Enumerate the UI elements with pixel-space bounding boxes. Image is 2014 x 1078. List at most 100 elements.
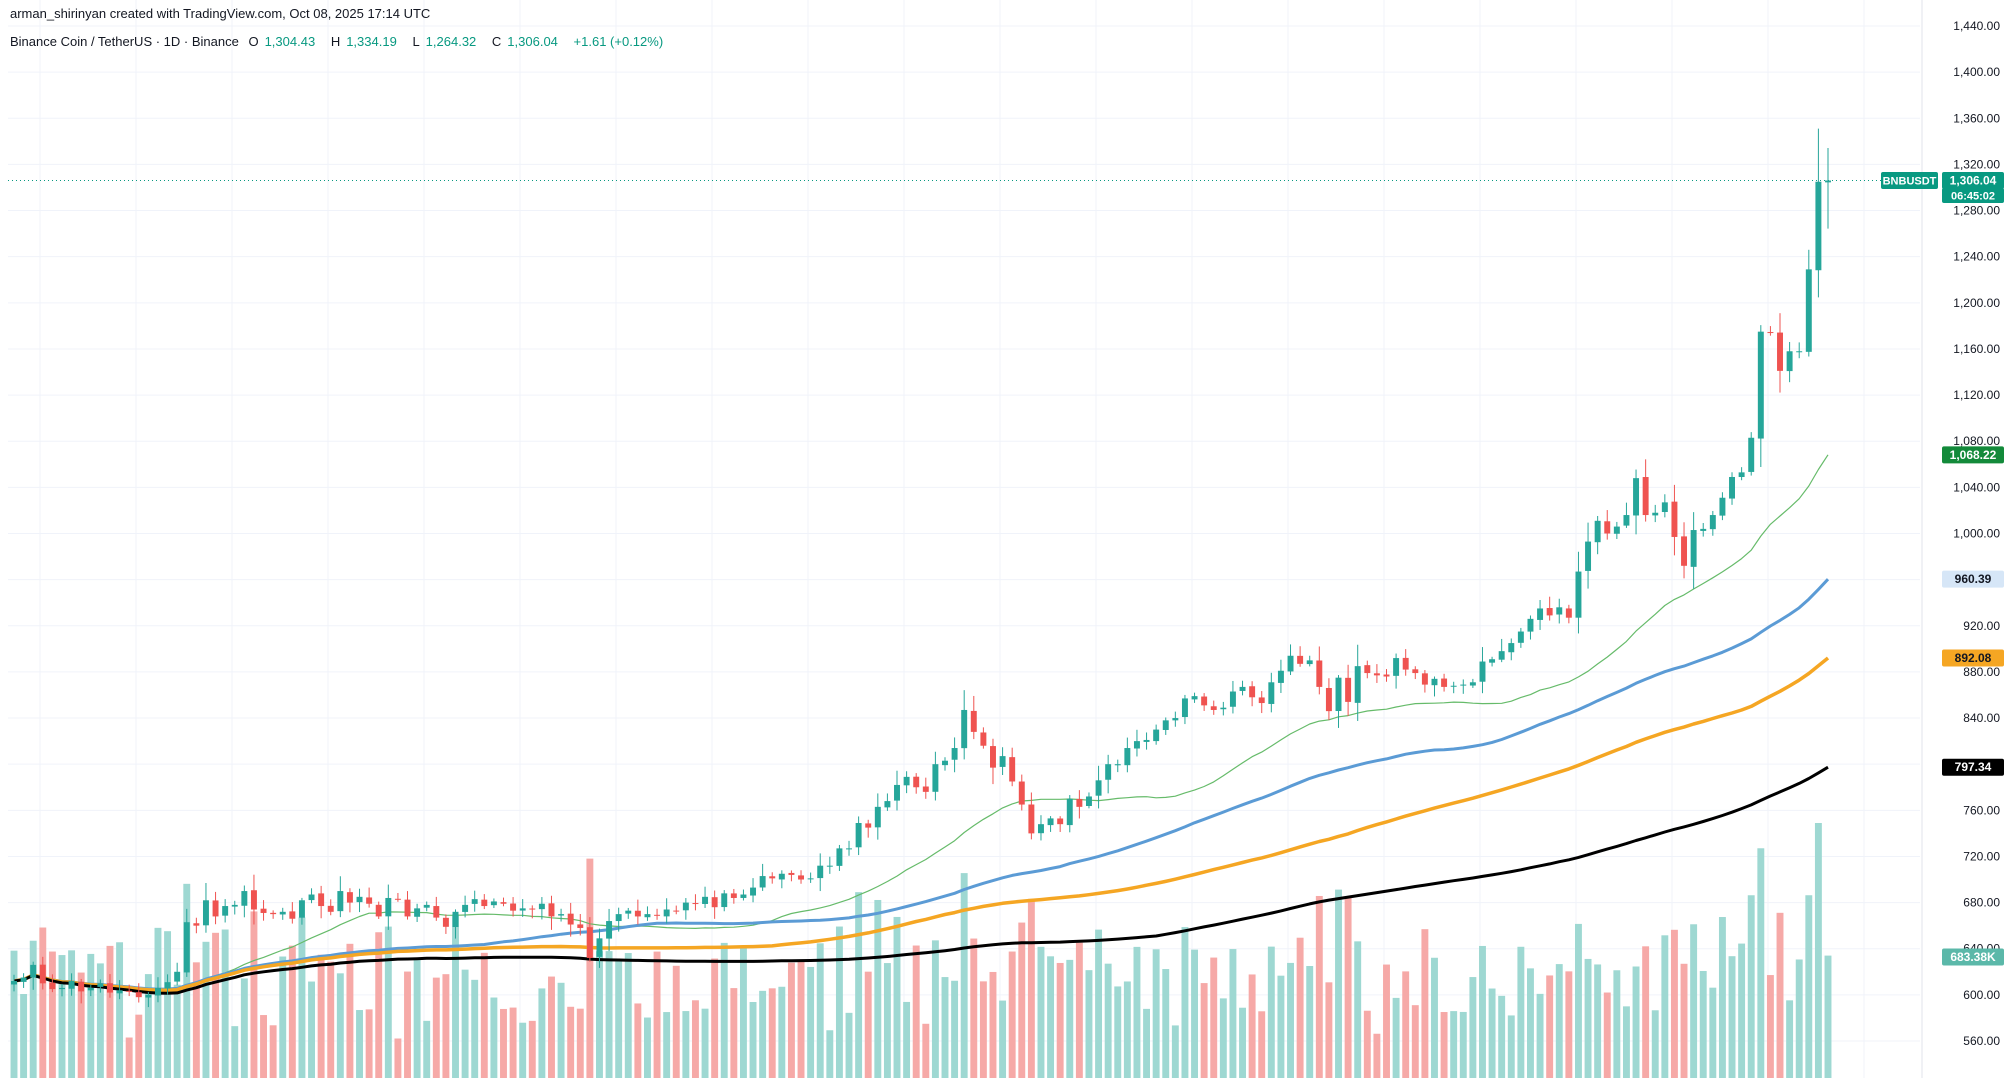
candle [1076, 790, 1083, 819]
candle-body [1729, 476, 1735, 499]
candle [107, 974, 113, 998]
volume-bar [480, 952, 488, 1078]
ma-blue-badge: 960.39 [1942, 570, 2004, 588]
candle [433, 896, 440, 921]
candle [654, 908, 661, 920]
symbol-legend: Binance Coin / TetherUS · 1D · Binance O… [10, 34, 669, 49]
price-tick-label: 1,160.00 [1953, 342, 2000, 356]
candle [1133, 729, 1140, 757]
volume-bar [471, 979, 479, 1078]
candle-body [337, 891, 344, 912]
candle-body [1805, 269, 1812, 352]
candle-body [990, 746, 996, 768]
volume-bar [1152, 949, 1160, 1078]
price-tick-label: 1,360.00 [1953, 111, 2000, 125]
candle-body [1364, 665, 1371, 674]
candle [1709, 510, 1716, 536]
price-tick-label: 1,000.00 [1953, 527, 2000, 541]
candle [500, 897, 507, 907]
candle-body [1402, 657, 1409, 670]
candle [154, 977, 161, 1003]
candle [548, 895, 555, 930]
ma-black-line [13, 765, 1829, 995]
candle-body [366, 897, 373, 904]
candle [1181, 694, 1188, 725]
volume-bar [624, 953, 632, 1078]
volume-bar [845, 1012, 853, 1078]
volume-bar [644, 1017, 651, 1078]
volume-bar [183, 883, 191, 1078]
candle [126, 984, 133, 997]
candle [1220, 701, 1227, 716]
candle [663, 898, 670, 924]
volume-bar [711, 958, 719, 1078]
candle-body [356, 896, 363, 903]
candle [1537, 600, 1544, 630]
candle [1297, 646, 1304, 667]
candle [788, 870, 795, 882]
candle [529, 905, 536, 919]
candle-body [1537, 608, 1544, 620]
candle-body [39, 964, 46, 984]
candle-body [750, 887, 757, 896]
candle-body [1469, 682, 1476, 686]
candle-body [1796, 351, 1803, 353]
candle [644, 906, 651, 921]
volume-badge: 683.38K [1942, 948, 2004, 966]
candle-body [1825, 180, 1831, 183]
candle [1815, 128, 1822, 298]
candle-body [1479, 661, 1486, 682]
candle-body [1009, 757, 1016, 782]
candle-body [1028, 804, 1035, 834]
volume-bar [1402, 971, 1410, 1078]
candle-body [1047, 818, 1054, 826]
volume-bar [1622, 1006, 1630, 1078]
volume-bar [404, 971, 411, 1078]
volume-bar [1363, 1010, 1371, 1078]
volume-bar [1450, 1011, 1458, 1078]
volume-bar [519, 1022, 527, 1078]
volume-bar [586, 858, 594, 1078]
candle [1268, 672, 1275, 713]
candle-body [807, 878, 814, 880]
volume-bar [1651, 1010, 1659, 1078]
volume-bar [1373, 1033, 1381, 1078]
candle-body [1114, 764, 1121, 766]
candle-body [634, 910, 641, 917]
candle-body [1594, 520, 1601, 543]
candle-body [874, 806, 881, 828]
candle [1796, 342, 1803, 359]
candle-body [270, 912, 277, 915]
volume-bar [1296, 937, 1304, 1078]
candle-body [1748, 437, 1755, 472]
candle-body [922, 786, 929, 792]
candle-body [1623, 515, 1630, 526]
volume-bar [461, 969, 469, 1078]
ohlc-high: H 1,334.19 [330, 34, 397, 49]
candle [1613, 521, 1620, 540]
candle-body [1633, 478, 1640, 516]
volume-bar [970, 938, 978, 1078]
candle [913, 773, 920, 794]
candle [1066, 795, 1073, 833]
price-badges: BNBUSDT 1,306.04 06:45:02 1,068.22 960.39 892… [1881, 172, 2004, 966]
candle [711, 890, 718, 919]
candle [1777, 313, 1783, 393]
volume-bar [682, 1011, 690, 1078]
candle [510, 897, 517, 917]
candle [1172, 711, 1179, 727]
ma-black-badge: 797.34 [1942, 758, 2004, 776]
volume-bar [1431, 957, 1438, 1078]
candle-body [20, 977, 27, 982]
candle [778, 870, 785, 889]
volume-bar [1123, 981, 1131, 1078]
candle [231, 900, 238, 915]
volume-bar [260, 1015, 268, 1078]
candle [922, 777, 929, 799]
volume-bar [1191, 949, 1198, 1078]
volume-bar [768, 988, 776, 1078]
candle-body [30, 964, 37, 978]
candle [59, 983, 65, 997]
